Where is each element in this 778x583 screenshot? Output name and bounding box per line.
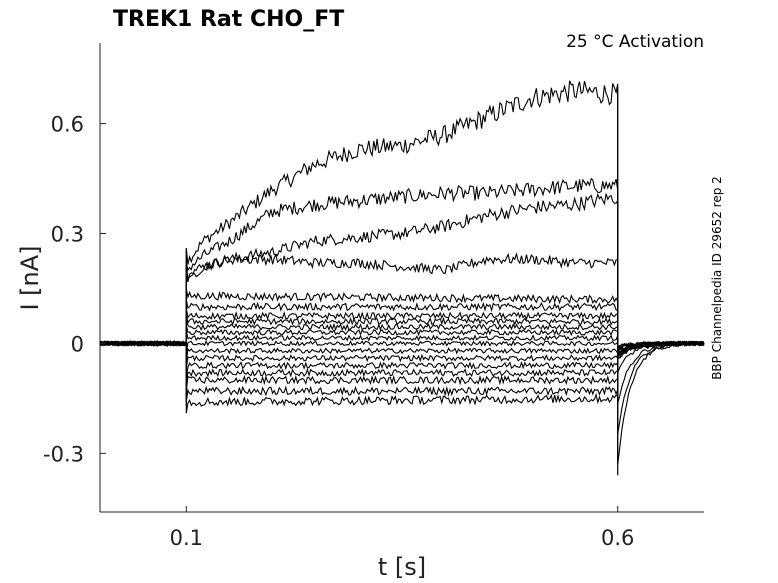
- x-tick-label: 0.6: [601, 526, 634, 550]
- y-tick-label: 0: [71, 332, 84, 356]
- y-tick-label: 0.3: [51, 223, 84, 247]
- y-axis-label: I [nA]: [16, 245, 44, 310]
- x-tick-label: 0.1: [170, 526, 203, 550]
- trace-line: [99, 308, 705, 356]
- trace-line: [99, 340, 705, 362]
- chart-annotation: 25 °C Activation: [566, 32, 704, 52]
- y-tick-label: 0.6: [51, 113, 84, 137]
- ticks: -0.3 0 0.3 0.6 0.1 0.6: [43, 113, 634, 550]
- chart-title: TREK1 Rat CHO_FT: [113, 7, 344, 32]
- x-axis-label: t [s]: [378, 553, 426, 581]
- trace-line: [99, 314, 705, 359]
- y-tick-label: -0.3: [43, 442, 84, 466]
- trace-line: [99, 330, 705, 434]
- axes: [99, 43, 704, 513]
- plot-area: [99, 80, 705, 476]
- side-label: BBP Channelpedia ID 29652 rep 2: [710, 176, 724, 380]
